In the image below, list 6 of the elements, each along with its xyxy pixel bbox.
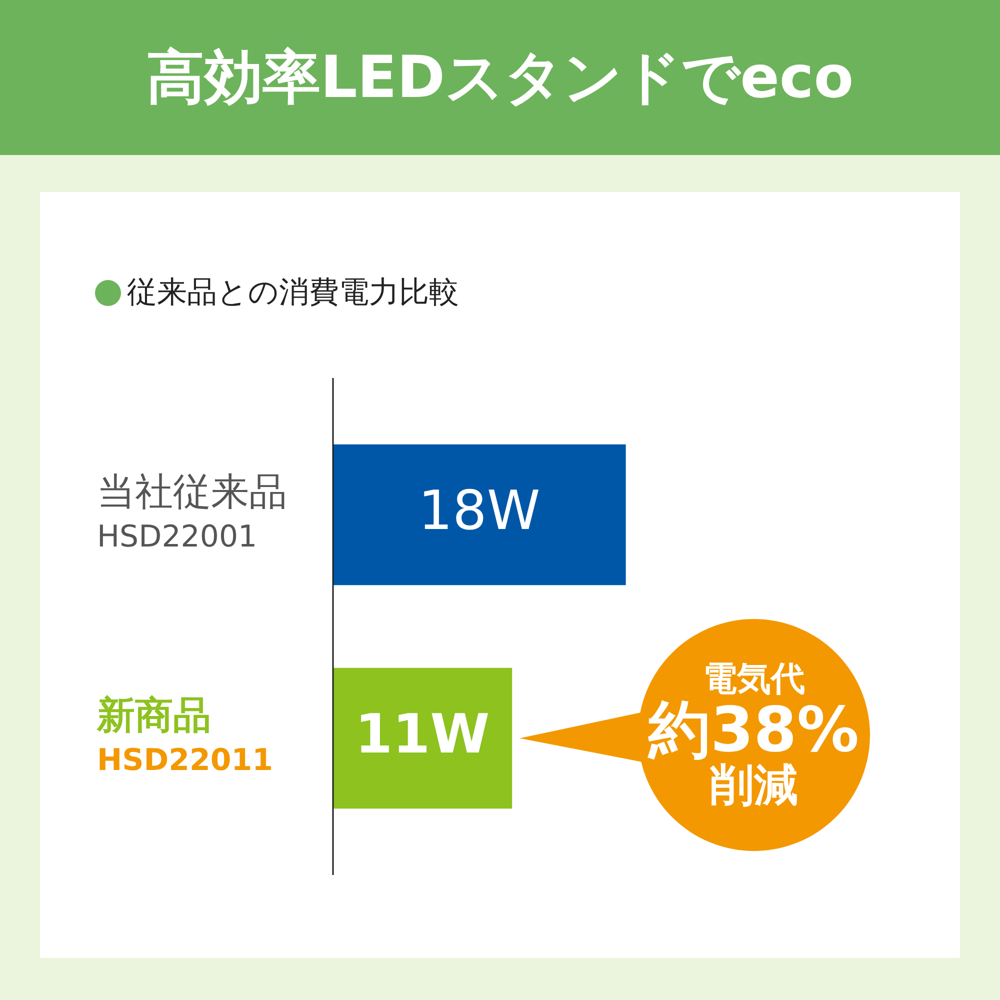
- y-tick-label: 新商品 HSD22011: [96, 693, 273, 778]
- data-label: 11W: [355, 702, 490, 766]
- chart-title: 高効率LEDスタンドでeco: [0, 0, 1000, 155]
- chart-subtitle: 従来品との消費電力比較: [127, 274, 459, 312]
- data-label: 18W: [418, 478, 540, 542]
- y-tick-label: 当社従来品 HSD22001: [97, 470, 287, 555]
